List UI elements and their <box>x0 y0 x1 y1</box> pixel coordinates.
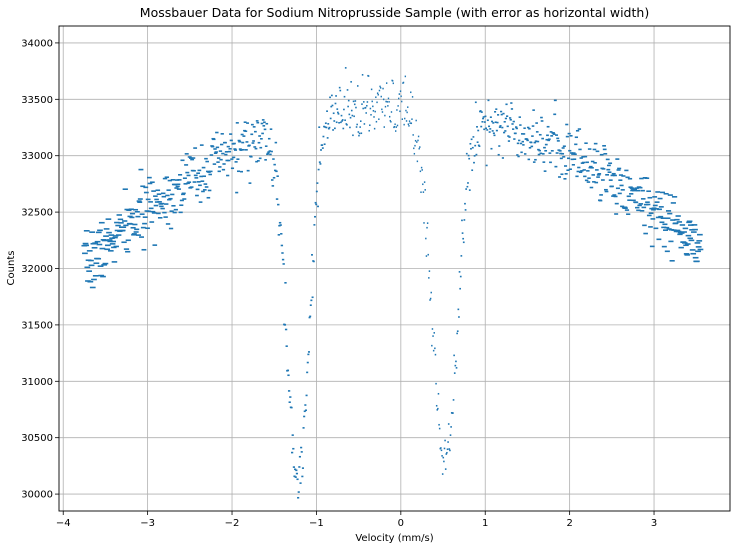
y-tick-label: 31500 <box>21 320 53 331</box>
x-tick-label: −1 <box>309 518 324 529</box>
x-axis-label: Velocity (mm/s) <box>355 533 433 544</box>
x-tick-label: −3 <box>140 518 155 529</box>
y-axis-label: Counts <box>6 251 17 286</box>
y-tick-label: 30500 <box>21 433 53 444</box>
y-tick-label: 30000 <box>21 490 53 501</box>
y-tick-label: 31000 <box>21 377 53 388</box>
y-tick-label: 33500 <box>21 95 53 106</box>
x-tick-label: −2 <box>225 518 240 529</box>
y-tick-label: 32000 <box>21 264 53 275</box>
x-tick-label: 2 <box>566 518 572 529</box>
x-tick-label: 0 <box>398 518 404 529</box>
x-tick-label: 3 <box>651 518 657 529</box>
data-series <box>81 67 704 499</box>
x-tick-label: 1 <box>482 518 488 529</box>
y-tick-label: 32500 <box>21 208 53 219</box>
x-axis: −4 −3 −2 −1 0 1 2 3 <box>56 511 657 529</box>
grid-lines <box>59 26 730 511</box>
y-axis: 30000 30500 31000 31500 32000 32500 33000 33500… <box>21 38 59 501</box>
x-tick-label: −4 <box>56 518 71 529</box>
y-tick-label: 33000 <box>21 151 53 162</box>
y-tick-label: 34000 <box>21 38 53 49</box>
chart-title: Mossbauer Data for Sodium Nitroprusside … <box>140 5 649 20</box>
